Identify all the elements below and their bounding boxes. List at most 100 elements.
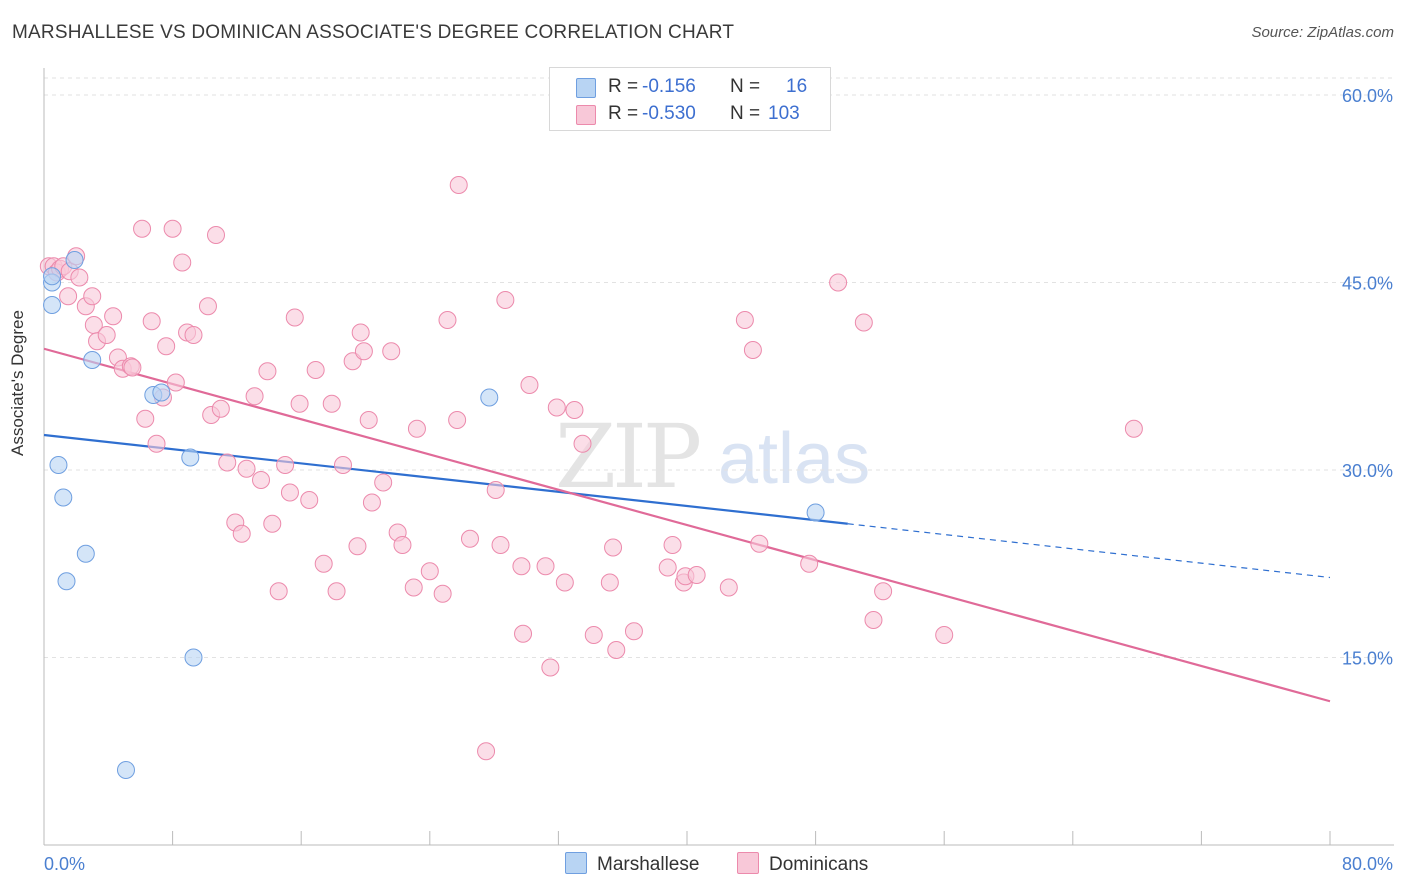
watermark-atlas: atlas xyxy=(718,419,871,499)
tick-labels: 15.0% 30.0% 45.0% 60.0% 0.0% 80.0% xyxy=(44,86,1393,874)
marshallese-point xyxy=(49,456,68,474)
dominican-point xyxy=(211,399,230,418)
marshallese-point xyxy=(806,503,825,522)
dominican-point xyxy=(97,326,116,344)
dominican-point xyxy=(486,481,505,499)
dominican-point xyxy=(300,491,319,509)
y-tick-label: 60.0% xyxy=(1342,86,1393,106)
marshallese-swatch xyxy=(576,78,596,98)
dominican-point xyxy=(104,307,123,326)
dominican-point xyxy=(935,626,954,644)
legend-item-marshallese[interactable]: Marshallese xyxy=(565,852,699,876)
dominican-point xyxy=(252,471,271,489)
dominican-point xyxy=(333,456,352,474)
dominican-point xyxy=(207,226,226,244)
marshallese-legend-swatch xyxy=(565,852,587,874)
dominican-point xyxy=(123,358,142,377)
dominican-point xyxy=(269,582,288,601)
dominican-point xyxy=(433,584,452,603)
dominican-point xyxy=(536,557,555,576)
dominican-point xyxy=(565,401,584,419)
dominican-point xyxy=(607,641,626,659)
dominican-point xyxy=(263,514,282,533)
marshallese-trend-line xyxy=(43,433,848,525)
marshallese-legend-label: Marshallese xyxy=(597,854,700,875)
marshallese-point xyxy=(83,351,102,369)
data-points xyxy=(39,176,1143,779)
watermark-zip: ZIP xyxy=(555,405,702,508)
dominican-point xyxy=(157,337,176,356)
dominican-point xyxy=(719,578,738,597)
dominican-point xyxy=(285,308,304,327)
x-tick-label-max: 80.0% xyxy=(1342,854,1393,874)
dominican-point xyxy=(218,453,237,472)
dominican-point xyxy=(327,582,346,601)
dominican-point xyxy=(477,742,496,761)
dominican-point xyxy=(404,578,423,597)
marshallese-point xyxy=(65,251,84,269)
dominican-point xyxy=(512,557,531,576)
dominican-point xyxy=(687,566,706,584)
dominican-point xyxy=(136,409,155,428)
dominican-point xyxy=(374,473,393,492)
dominican-point xyxy=(245,387,264,406)
dominican-point xyxy=(663,536,682,554)
dominican-point xyxy=(496,291,515,309)
dominican-point xyxy=(173,253,192,272)
legend-row-dominicans: R = -0.530 N = 103 xyxy=(550,101,830,127)
dominican-point xyxy=(359,411,378,429)
dominican-point xyxy=(800,554,819,573)
r-value: -0.530 xyxy=(642,103,696,124)
dominican-point xyxy=(449,176,468,194)
y-tick-label: 30.0% xyxy=(1342,461,1393,481)
grid-lines xyxy=(44,77,1394,658)
dominican-point xyxy=(460,529,479,548)
dominican-point xyxy=(258,362,277,381)
dominican-point xyxy=(83,287,102,306)
dominican-legend-label: Dominicans xyxy=(769,854,869,875)
dominican-point xyxy=(604,538,623,557)
dominican-point xyxy=(520,376,539,394)
n-value: 103 xyxy=(768,103,800,124)
r-label: R = xyxy=(608,103,639,124)
dominican-point xyxy=(750,534,769,553)
dominican-point xyxy=(166,373,185,392)
dominican-point xyxy=(555,573,574,592)
axes xyxy=(43,68,1394,846)
dominican-point xyxy=(584,626,603,644)
dominican-point xyxy=(874,582,893,601)
dominican-point xyxy=(322,394,341,413)
dominican-point xyxy=(306,361,325,379)
dominican-point xyxy=(354,342,373,361)
r-value: -0.156 xyxy=(642,76,696,97)
y-tick-label: 15.0% xyxy=(1342,649,1393,669)
marshallese-point xyxy=(184,648,203,667)
x-tick-label-min: 0.0% xyxy=(44,854,85,874)
dominican-point xyxy=(232,524,251,543)
dominican-point xyxy=(351,323,370,342)
dominican-point xyxy=(59,287,78,306)
dominican-point xyxy=(624,622,643,641)
dominican-point xyxy=(198,297,217,316)
marshallese-point xyxy=(480,388,499,407)
marshallese-point xyxy=(76,544,95,563)
dominican-point xyxy=(514,624,533,643)
dominican-point xyxy=(658,558,677,577)
chart-title: MARSHALLESE VS DOMINICAN ASSOCIATE'S DEG… xyxy=(12,22,735,43)
dominican-point xyxy=(276,456,295,474)
marshallese-point xyxy=(181,448,200,467)
dominican-point xyxy=(362,493,381,512)
dominican-point xyxy=(743,341,762,359)
dominican-legend-swatch xyxy=(737,852,759,874)
dominican-point xyxy=(600,573,619,592)
dominican-point xyxy=(290,394,309,413)
n-label: N = xyxy=(730,76,761,97)
dominican-point xyxy=(1124,419,1143,438)
marshallese-trend-extension xyxy=(847,523,1331,579)
legend-item-dominicans[interactable]: Dominicans xyxy=(737,852,868,876)
marshallese-point xyxy=(43,296,62,314)
dominican-point xyxy=(70,268,89,287)
marshallese-point xyxy=(116,761,135,779)
dominican-point xyxy=(573,434,592,453)
